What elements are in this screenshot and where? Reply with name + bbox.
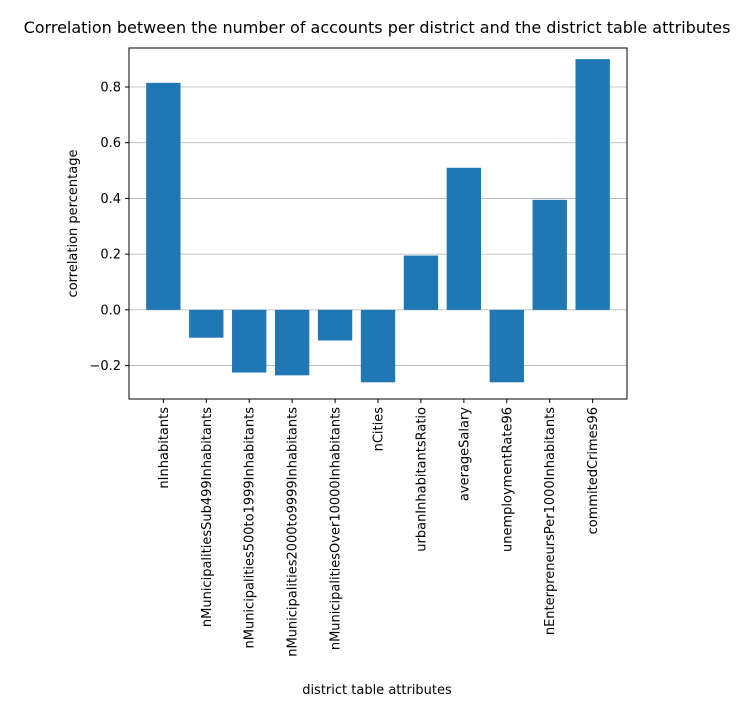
bar-nMunicipalitiesSub499Inhabitants xyxy=(189,309,224,338)
y-axis-label: correlation percentage xyxy=(66,150,81,298)
bar-nMunicipalities2000to9999Inhabitants xyxy=(274,309,310,376)
x-axis-label: district table attributes xyxy=(302,683,452,698)
y-tick-label: 0.2 xyxy=(100,248,121,263)
y-tick-label: 0.4 xyxy=(100,192,121,207)
bar-nMunicipalities500to1999Inhabitants xyxy=(232,309,267,373)
x-tick-label: nCities xyxy=(372,407,387,452)
x-tick-label: nMunicipalitiesOver10000Inhabitants xyxy=(329,407,344,650)
x-tick-label: nEnterpreneursPer1000Inhabitants xyxy=(543,407,558,635)
x-tick-label: nMunicipalitiesSub499Inhabitants xyxy=(200,407,215,627)
x-tick-label: urbanInhabitantsRatio xyxy=(414,407,429,552)
x-axis-ticks: nInhabitants nMunicipalitiesSub499Inhabit… xyxy=(157,399,601,657)
x-tick-label: nInhabitants xyxy=(157,407,172,489)
bar-nInhabitants xyxy=(146,82,181,310)
bar-nCities xyxy=(360,309,396,383)
x-tick-label: unemploymentRate96 xyxy=(500,407,515,552)
bar-averageSalary xyxy=(446,167,482,310)
bar-unemploymentRate96 xyxy=(489,309,524,383)
bar-nEnterpreneursPer1000Inhabitants xyxy=(532,199,567,310)
bar-commitedCrimes96 xyxy=(575,59,610,310)
bar-nMunicipalitiesOver10000Inhabitants xyxy=(317,309,353,341)
x-tick-label: nMunicipalities2000to9999Inhabitants xyxy=(286,407,301,657)
chart-title: Correlation between the number of accoun… xyxy=(24,18,731,37)
y-tick-label: 0.8 xyxy=(100,81,121,96)
x-tick-label: commitedCrimes96 xyxy=(586,407,601,534)
y-tick-label: −0.2 xyxy=(89,359,121,374)
y-axis-ticks: −0.2 0.0 0.2 0.4 0.6 0.8 xyxy=(89,81,129,374)
y-tick-label: 0.6 xyxy=(100,136,121,151)
y-tick-label: 0.0 xyxy=(100,303,121,318)
x-tick-label: averageSalary xyxy=(457,407,472,501)
x-tick-label: nMunicipalities500to1999Inhabitants xyxy=(243,407,258,649)
bars xyxy=(146,59,610,383)
bar-urbanInhabitantsRatio xyxy=(403,255,439,310)
